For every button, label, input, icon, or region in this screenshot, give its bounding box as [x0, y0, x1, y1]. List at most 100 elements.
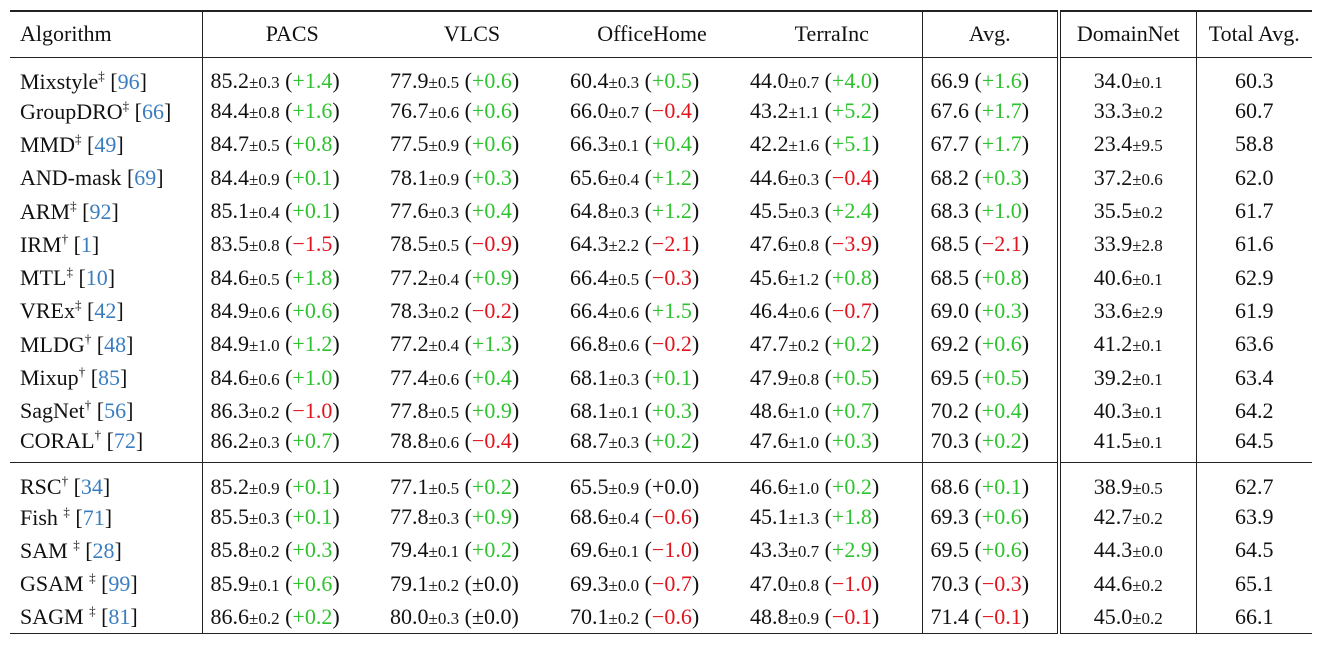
- table-row: VREx‡ [42] 84.9±0.6 (+0.6) 78.3±0.2 (−0.2)…: [10, 294, 1312, 328]
- avg-cell: 69.2 (+0.6): [921, 327, 1059, 361]
- citation-link[interactable]: 48: [104, 331, 127, 357]
- mean-value: 85.8: [210, 537, 250, 563]
- std-value: ±0.8: [249, 103, 280, 123]
- header-domainnet: DomainNet: [1057, 11, 1196, 57]
- delta-value: +1.7: [981, 98, 1022, 124]
- vlcs-cell: 77.2±0.4 (+1.3): [390, 331, 520, 357]
- algorithm-cell: SAGM ‡ [81]: [20, 603, 138, 630]
- std-value: ±1.2: [788, 269, 820, 289]
- algorithm-name: Mixstyle: [20, 68, 99, 94]
- mean-value: 44.0: [750, 68, 789, 93]
- algorithm-name: GSAM: [20, 571, 90, 597]
- std-value: ±0.8: [788, 575, 820, 595]
- pacs-cell: 86.2±0.3 (+0.7): [201, 427, 382, 463]
- std-value: ±0.6: [608, 302, 640, 322]
- citation-link[interactable]: 28: [92, 537, 115, 563]
- citation-link[interactable]: 49: [94, 131, 117, 157]
- delta-value: +0.4: [471, 364, 512, 390]
- citation-link[interactable]: 1: [80, 231, 92, 257]
- algorithm-cell: Mixstyle‡ [96]: [20, 67, 147, 94]
- citation-link[interactable]: 69: [134, 164, 157, 190]
- algorithm-name: Fish: [20, 504, 64, 530]
- pacs-cell: 84.4±0.8 (+1.6): [201, 94, 382, 128]
- citation-link[interactable]: 81: [108, 604, 131, 630]
- officehome-cell: 69.3±0.0 (−0.7): [570, 570, 700, 596]
- algorithm-name: IRM: [20, 231, 62, 257]
- mean-value: 69.5: [930, 537, 970, 563]
- delta-value: +0.9: [471, 397, 512, 423]
- mean-value: 64.3: [570, 231, 609, 257]
- std-value: ±0.5: [249, 136, 280, 156]
- delta-value: −0.4: [471, 427, 512, 453]
- mean-value: 35.5: [1093, 198, 1133, 224]
- domainnet-cell: 40.3±0.1: [1057, 394, 1196, 428]
- algorithm-cell: AND-mask [69]: [20, 164, 164, 190]
- citation-link[interactable]: 92: [89, 198, 112, 224]
- avg-cell: 69.0 (+0.3): [921, 294, 1059, 328]
- header-total-avg: Total Avg.: [1195, 11, 1312, 57]
- delta-value: +0.8: [981, 264, 1022, 290]
- algorithm-cell: MMD‡ [49]: [20, 130, 124, 157]
- header-officehome: OfficeHome: [597, 21, 707, 47]
- avg-cell: 67.7 (+1.7): [921, 127, 1059, 162]
- avg-cell: 70.3 (+0.2): [921, 427, 1059, 463]
- algorithm-cell: Fish ‡ [71]: [20, 503, 113, 530]
- mean-value: 64.8: [570, 198, 609, 224]
- std-value: ±0.6: [608, 336, 640, 356]
- citation-link[interactable]: 34: [80, 474, 103, 500]
- mean-value: 84.4: [210, 164, 250, 190]
- terrainc-cell: 48.8±0.9 (−0.1): [750, 603, 880, 629]
- mean-value: 77.9: [390, 68, 429, 93]
- delta-value: −0.7: [651, 570, 692, 596]
- citation-link[interactable]: 10: [85, 265, 108, 291]
- citation-link[interactable]: 85: [98, 365, 121, 391]
- total-avg-cell: 60.7: [1195, 94, 1312, 128]
- citation-link[interactable]: 96: [117, 68, 140, 94]
- std-value: ±0.5: [1132, 478, 1163, 498]
- std-value: ±0.9: [428, 136, 460, 156]
- std-value: ±0.5: [249, 269, 280, 289]
- total-avg-cell: 63.4: [1195, 360, 1312, 395]
- pacs-cell: 84.4±0.9 (+0.1): [201, 161, 382, 195]
- mean-value: 42.7: [1093, 504, 1133, 530]
- table-row: GroupDRO‡ [66] 84.4±0.8 (+1.6) 76.7±0.6 (+…: [10, 94, 1312, 128]
- delta-value: +0.4: [651, 131, 692, 157]
- delta-value: −0.4: [831, 164, 872, 190]
- std-value: ±0.2: [1132, 608, 1163, 628]
- delta-value: +0.1: [651, 364, 692, 390]
- citation-link[interactable]: 71: [82, 504, 105, 530]
- mean-value: 70.3: [930, 570, 970, 596]
- terrainc-cell: 47.0±0.8 (−1.0): [750, 570, 880, 596]
- vlcs-cell: 77.5±0.9 (+0.6): [390, 131, 520, 157]
- std-value: ±1.0: [249, 336, 280, 356]
- table-row: MTL‡ [10] 84.6±0.5 (+1.8) 77.2±0.4 (+0.9) 6…: [10, 260, 1312, 295]
- delta-value: +0.1: [292, 198, 333, 224]
- std-value: ±0.3: [428, 509, 460, 529]
- delta-value: +0.6: [471, 131, 512, 157]
- algorithm-name: SAM: [20, 537, 74, 563]
- citation-link[interactable]: 42: [94, 298, 117, 324]
- citation-link[interactable]: 72: [113, 428, 136, 454]
- delta-value: +0.6: [981, 504, 1022, 530]
- algorithm-cell: MLDG† [48]: [20, 330, 134, 357]
- avg-cell: 69.3 (+0.6): [921, 500, 1059, 534]
- vlcs-cell: 77.6±0.3 (+0.4): [390, 198, 520, 224]
- citation-link[interactable]: 56: [104, 398, 127, 424]
- table-row: Fish ‡ [71] 85.5±0.3 (+0.1) 77.8±0.3 (+0.9…: [10, 500, 1312, 534]
- std-value: ±0.2: [608, 608, 640, 628]
- delta-value: −1.0: [292, 397, 333, 423]
- std-value: ±0.9: [788, 608, 820, 628]
- std-value: ±0.3: [249, 509, 280, 529]
- mean-value: 48.8: [750, 603, 789, 629]
- delta-value: −2.1: [651, 231, 692, 257]
- citation-link[interactable]: 66: [142, 98, 164, 124]
- citation-link[interactable]: 99: [108, 571, 131, 597]
- mean-value: 33.9: [1093, 231, 1133, 257]
- delta-value: +0.2: [292, 603, 333, 629]
- delta-value: +0.3: [651, 397, 692, 423]
- delta-value: +0.4: [981, 397, 1022, 423]
- std-value: ±0.1: [428, 542, 460, 562]
- mean-value: 70.1: [570, 603, 609, 629]
- std-value: ±0.1: [608, 402, 640, 422]
- algorithm-mark: ‡: [70, 197, 77, 213]
